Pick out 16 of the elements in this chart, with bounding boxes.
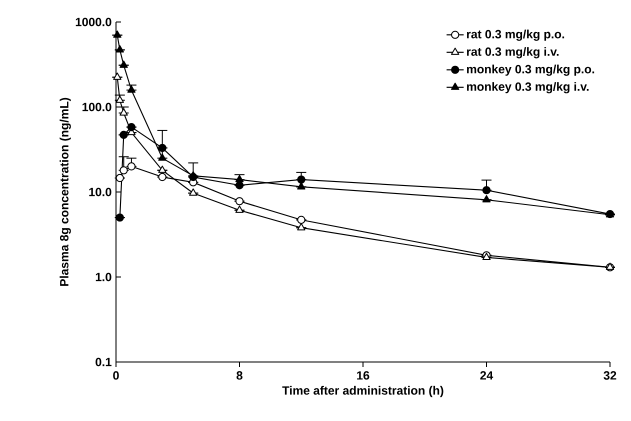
y-tick-label: 1.0: [96, 272, 112, 282]
x-tick-label: 0: [113, 371, 119, 380]
legend-label: monkey 0.3 mg/kg p.o.: [467, 64, 594, 76]
y-tick-label: 0.1: [96, 358, 112, 366]
x-axis-title: Time after administration (h): [282, 386, 444, 398]
y-tick-label: 100.0: [82, 102, 112, 112]
legend-label: rat 0.3 mg/kg p.o.: [467, 30, 564, 41]
y-tick-label: 1000.0: [76, 18, 112, 26]
x-tick-label: 24: [480, 371, 494, 380]
y-tick-label: 10.0: [89, 188, 112, 196]
x-tick-label: 16: [357, 371, 370, 380]
y-axis-title: Plasma 8g concentration (ng/mL): [60, 98, 71, 286]
legend-label: rat 0.3 mg/kg i.v.: [467, 47, 559, 58]
legend-label: monkey 0.3 mg/kg i.v.: [467, 82, 589, 94]
x-tick-label: 32: [604, 371, 616, 380]
x-tick-label: 8: [236, 371, 242, 380]
